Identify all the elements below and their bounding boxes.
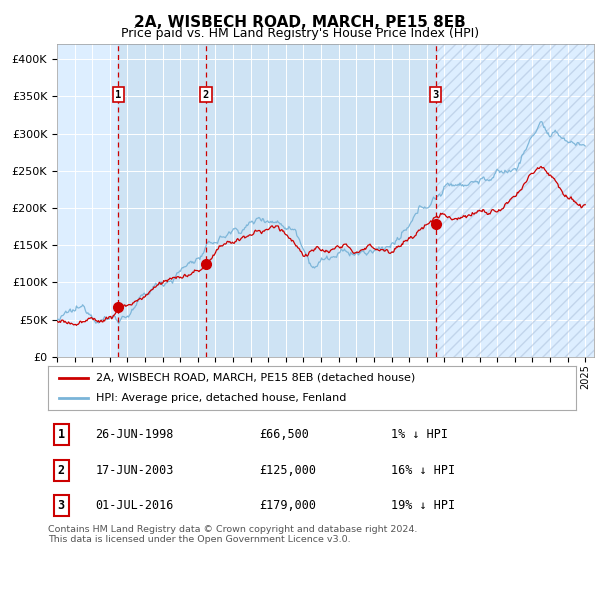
- Text: 3: 3: [58, 499, 65, 512]
- Text: 1: 1: [115, 90, 121, 100]
- Text: £179,000: £179,000: [259, 499, 316, 512]
- Text: £125,000: £125,000: [259, 464, 316, 477]
- Text: 2: 2: [203, 90, 209, 100]
- Text: 1% ↓ HPI: 1% ↓ HPI: [391, 428, 448, 441]
- Text: 2A, WISBECH ROAD, MARCH, PE15 8EB: 2A, WISBECH ROAD, MARCH, PE15 8EB: [134, 15, 466, 30]
- Text: 1: 1: [58, 428, 65, 441]
- Text: HPI: Average price, detached house, Fenland: HPI: Average price, detached house, Fenl…: [95, 393, 346, 403]
- Text: 26-JUN-1998: 26-JUN-1998: [95, 428, 174, 441]
- Text: 16% ↓ HPI: 16% ↓ HPI: [391, 464, 455, 477]
- Text: 19% ↓ HPI: 19% ↓ HPI: [391, 499, 455, 512]
- Text: £66,500: £66,500: [259, 428, 309, 441]
- Text: 17-JUN-2003: 17-JUN-2003: [95, 464, 174, 477]
- Bar: [436, 44, 594, 357]
- Bar: [118, 44, 436, 357]
- Text: 3: 3: [433, 90, 439, 100]
- Text: Price paid vs. HM Land Registry's House Price Index (HPI): Price paid vs. HM Land Registry's House …: [121, 27, 479, 40]
- Bar: [436, 44, 594, 357]
- Text: 2A, WISBECH ROAD, MARCH, PE15 8EB (detached house): 2A, WISBECH ROAD, MARCH, PE15 8EB (detac…: [95, 373, 415, 383]
- Text: Contains HM Land Registry data © Crown copyright and database right 2024.
This d: Contains HM Land Registry data © Crown c…: [48, 525, 418, 545]
- Text: 01-JUL-2016: 01-JUL-2016: [95, 499, 174, 512]
- Text: 2: 2: [58, 464, 65, 477]
